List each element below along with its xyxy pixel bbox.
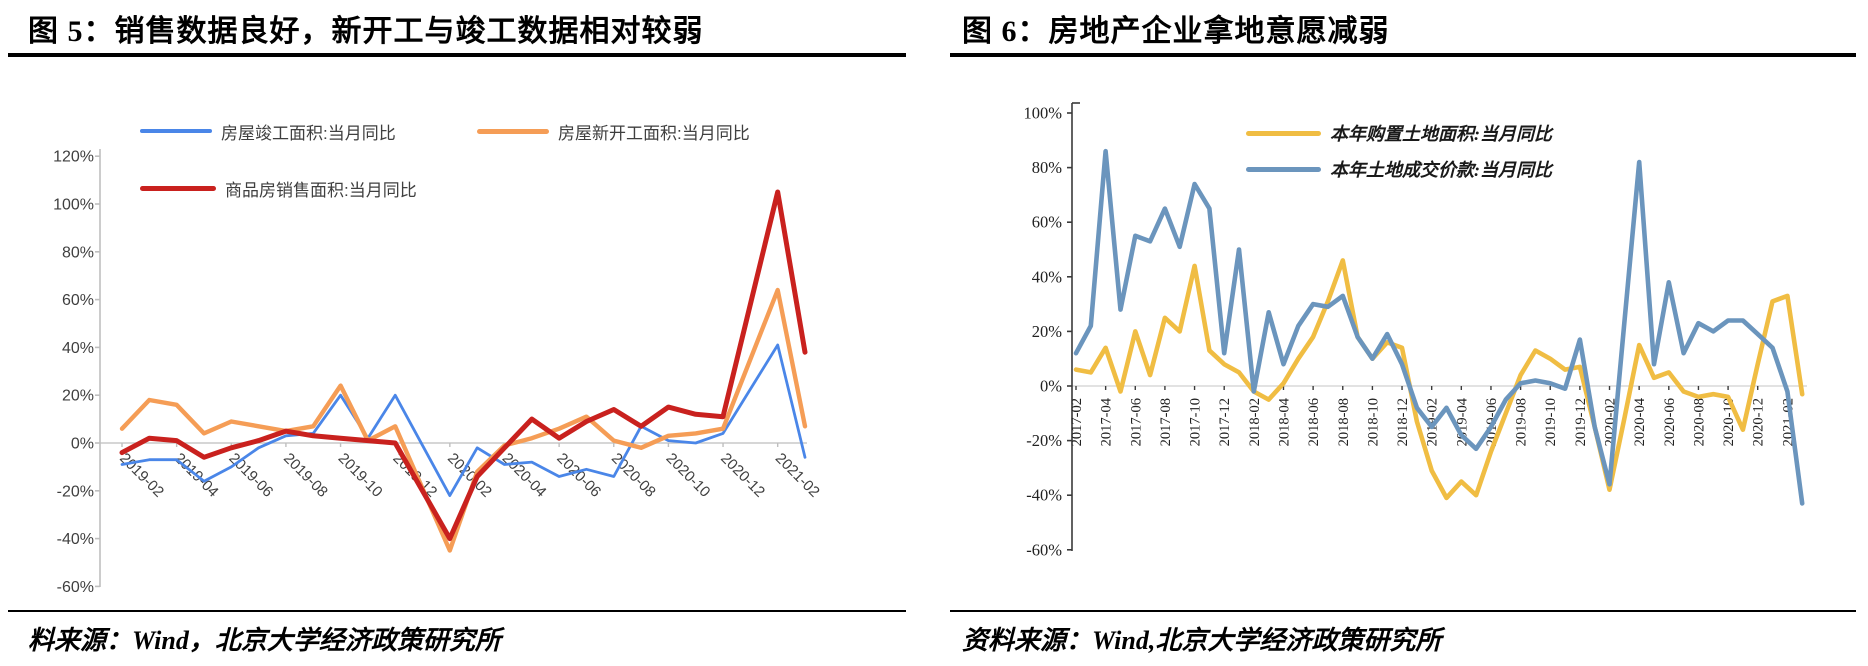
x-tick-label: 2019-08 <box>280 450 331 501</box>
x-tick-label: 2019-06 <box>225 450 276 501</box>
legend-line-blue-icon <box>140 129 212 133</box>
figure5-source-divider <box>8 610 906 612</box>
y-tick-label: 20% <box>62 388 94 405</box>
x-tick-label: 2017-02 <box>1069 398 1085 446</box>
figure6-chart-canvas: 100% 80% 60% 40% 20% 0% -20% -40% -60% 2017-02 201… <box>1024 102 1807 559</box>
y-tick-label: 100% <box>1024 104 1063 123</box>
x-tick-label: 2017-04 <box>1099 397 1115 446</box>
y-tick-label: 40% <box>1032 267 1063 286</box>
x-tick-label: 2020-10 <box>1721 398 1737 446</box>
y-tick-label: 60% <box>1032 213 1063 232</box>
x-tick-label: 2020-06 <box>1662 398 1678 446</box>
x-tick-label: 2019-10 <box>335 450 386 501</box>
y-tick-label: -60% <box>1026 540 1062 559</box>
legend-label-sales-area: 商品房销售面积:当月同比 <box>225 180 417 200</box>
x-tick-label: 2019-10 <box>1543 398 1559 446</box>
figure5-source: 料来源：Wind，北京大学经济政策研究所 <box>28 626 501 655</box>
figure6-panel: 图 6：房地产企业拿地意愿减弱 100% 80% 60% 40% 20% 0% -20% -4… <box>934 0 1868 666</box>
x-tick-label: 2019-12 <box>1573 398 1589 446</box>
y-tick-label: 20% <box>1032 322 1063 341</box>
series-line-本年购置土地面积:当月同比 <box>1073 258 1805 501</box>
y-tick-label: 100% <box>53 197 94 214</box>
y-tick-label: 120% <box>53 149 94 166</box>
x-tick-label: 2017-10 <box>1188 398 1204 446</box>
x-tick-label: 2020-08 <box>1691 398 1707 446</box>
legend-label-completed-area: 房屋竣工面积:当月同比 <box>221 123 396 143</box>
legend-line-steelblue-icon <box>1246 166 1321 172</box>
figure6-source: 资料来源：Wind,北京大学经济政策研究所 <box>962 626 1442 655</box>
x-tick-label: 2020-12 <box>717 450 768 501</box>
x-tick-label: 2019-08 <box>1514 398 1530 446</box>
y-tick-label: -20% <box>1026 431 1062 450</box>
y-tick-label: 0% <box>71 436 94 453</box>
legend-item-land-value: 本年土地成交价款:当月同比 <box>1246 158 1552 180</box>
x-tick-label: 2020-10 <box>663 450 714 501</box>
figure5-panel: 图 5：销售数据良好，新开工与竣工数据相对较弱 120% 100% 80% 60% 40… <box>8 15 906 655</box>
y-tick-label: 80% <box>1032 158 1063 177</box>
x-tick-label: 2017-06 <box>1128 398 1144 446</box>
legend-label-land-value: 本年土地成交价款:当月同比 <box>1330 160 1552 180</box>
legend-item-new-starts-area: 房屋新开工面积:当月同比 <box>477 120 750 143</box>
x-tick-label: 2018-04 <box>1276 397 1292 446</box>
figure5-title-underline <box>8 53 906 57</box>
x-tick-label: 2020-12 <box>1751 398 1767 446</box>
x-tick-label: 2018-06 <box>1306 398 1322 446</box>
x-tick-label: 2020-04 <box>499 450 550 501</box>
x-tick-label: 2017-08 <box>1158 398 1174 446</box>
x-tick-label: 2018-10 <box>1365 398 1381 446</box>
figure5-chart-canvas: 120% 100% 80% 60% 40% 20% 0% -20% -40% -60% 2019-0… <box>53 149 823 596</box>
legend-line-gold-icon <box>1246 130 1321 136</box>
legend-label-new-starts-area: 房屋新开工面积:当月同比 <box>558 123 750 143</box>
legend-item-completed-area: 房屋竣工面积:当月同比 <box>140 120 396 143</box>
legend-line-orange-icon <box>477 128 549 134</box>
x-tick-label: 2019-02 <box>116 450 167 501</box>
legend-line-red-icon <box>140 185 216 191</box>
y-tick-label: 0% <box>1040 377 1062 396</box>
figure5-title: 图 5：销售数据良好，新开工与竣工数据相对较弱 <box>28 15 704 48</box>
series-line-本年土地成交价款:当月同比 <box>1073 148 1805 506</box>
y-tick-label: 40% <box>62 340 94 357</box>
x-tick-label: 2018-02 <box>1247 398 1263 446</box>
figure6-source-divider <box>950 610 1856 612</box>
series-line-商品房销售面积:当月同比 <box>119 189 808 542</box>
y-tick-label: -20% <box>57 483 94 500</box>
y-tick-label: -60% <box>57 579 94 596</box>
legend-item-land-area: 本年购置土地面积:当月同比 <box>1246 122 1552 144</box>
x-tick-label: 2021-02 <box>772 450 823 501</box>
x-tick-label: 2017-12 <box>1217 398 1233 446</box>
legend-item-sales-area: 商品房销售面积:当月同比 <box>140 177 417 200</box>
series-line-房屋竣工面积:当月同比 <box>120 343 807 498</box>
x-tick-label: 2018-08 <box>1336 398 1352 446</box>
figure6-title: 图 6：房地产企业拿地意愿减弱 <box>962 15 1390 48</box>
legend-label-land-area: 本年购置土地面积:当月同比 <box>1330 124 1552 144</box>
x-tick-label: 2018-12 <box>1395 398 1411 446</box>
figure6-title-underline <box>950 53 1856 57</box>
y-tick-label: 80% <box>62 244 94 261</box>
y-tick-label: 60% <box>62 292 94 309</box>
x-tick-label: 2020-04 <box>1632 397 1648 446</box>
y-tick-label: -40% <box>57 531 94 548</box>
y-tick-label: -40% <box>1026 486 1062 505</box>
